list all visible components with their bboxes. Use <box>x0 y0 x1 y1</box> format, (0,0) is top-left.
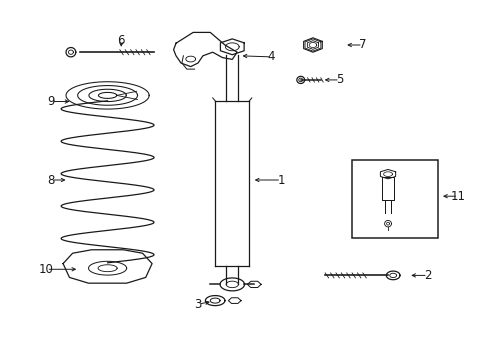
Text: 2: 2 <box>423 269 431 282</box>
Text: 1: 1 <box>277 174 285 186</box>
Text: 8: 8 <box>47 174 55 186</box>
Text: 4: 4 <box>267 50 275 63</box>
Text: 5: 5 <box>335 73 343 86</box>
Text: 3: 3 <box>194 298 202 311</box>
Text: 9: 9 <box>47 95 55 108</box>
Text: 10: 10 <box>39 263 54 276</box>
Text: 11: 11 <box>450 190 465 203</box>
Text: 7: 7 <box>358 39 366 51</box>
Bar <box>351 160 437 238</box>
Text: 6: 6 <box>117 34 125 47</box>
